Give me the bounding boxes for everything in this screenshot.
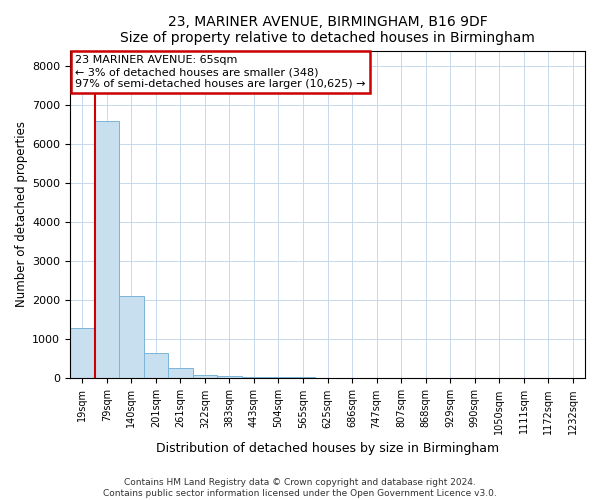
Bar — [217, 376, 242, 378]
X-axis label: Distribution of detached houses by size in Birmingham: Distribution of detached houses by size … — [156, 442, 499, 455]
Bar — [119, 296, 143, 378]
Text: Contains HM Land Registry data © Crown copyright and database right 2024.
Contai: Contains HM Land Registry data © Crown c… — [103, 478, 497, 498]
Bar — [143, 353, 168, 378]
Bar — [95, 121, 119, 378]
Y-axis label: Number of detached properties: Number of detached properties — [15, 122, 28, 308]
Text: 23 MARINER AVENUE: 65sqm
← 3% of detached houses are smaller (348)
97% of semi-d: 23 MARINER AVENUE: 65sqm ← 3% of detache… — [75, 56, 365, 88]
Bar — [242, 377, 266, 378]
Title: 23, MARINER AVENUE, BIRMINGHAM, B16 9DF
Size of property relative to detached ho: 23, MARINER AVENUE, BIRMINGHAM, B16 9DF … — [120, 15, 535, 45]
Bar — [70, 328, 95, 378]
Bar — [168, 368, 193, 378]
Bar — [193, 374, 217, 378]
